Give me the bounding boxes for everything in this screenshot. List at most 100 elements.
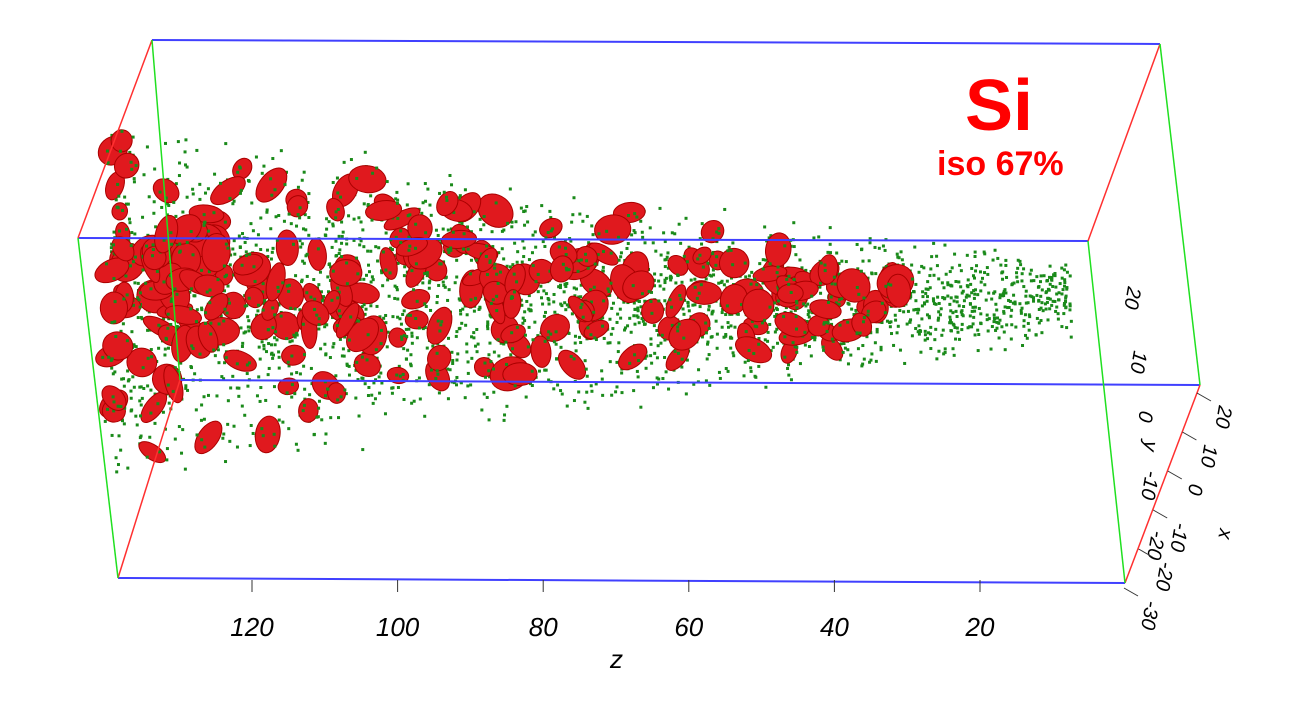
si-atom-point (457, 327, 461, 331)
si-atom-point (651, 386, 655, 390)
si-atom-point (982, 250, 986, 254)
si-atom-point (484, 254, 488, 258)
si-atom-point (935, 357, 939, 361)
si-atom-point (272, 385, 276, 389)
si-atom-point (979, 280, 983, 284)
si-atom-point (515, 280, 519, 284)
si-atom-point (525, 205, 529, 209)
si-atom-point (929, 347, 933, 351)
si-atom-point (265, 210, 269, 214)
si-atom-point (139, 434, 143, 438)
si-atom-point (976, 328, 980, 332)
si-atom-point (270, 250, 274, 254)
si-atom-point (347, 373, 351, 377)
si-atom-point (979, 289, 983, 293)
si-atom-point (561, 262, 565, 266)
si-atom-point (339, 395, 343, 399)
si-atom-point (768, 322, 772, 326)
si-atom-point (434, 228, 438, 232)
si-atom-point (421, 281, 425, 285)
si-atom-point (488, 375, 492, 379)
si-atom-point (757, 342, 761, 346)
si-atom-point (691, 303, 695, 307)
si-atom-point (366, 394, 370, 398)
si-atom-point (166, 312, 170, 316)
si-atom-point (525, 299, 529, 303)
si-atom-point (547, 298, 551, 302)
box-edge-right-front (1087, 240, 1126, 584)
si-atom-point (714, 263, 718, 267)
si-atom-point (124, 274, 128, 278)
si-atom-point (116, 206, 120, 210)
si-atom-point (269, 177, 273, 181)
si-atom-point (641, 235, 645, 239)
si-atom-point (925, 295, 929, 299)
si-atom-point (693, 285, 697, 289)
si-atom-point (402, 309, 406, 313)
si-atom-point (120, 129, 124, 133)
si-atom-point (228, 439, 232, 443)
si-atom-point (1058, 282, 1062, 286)
si-atom-point (736, 312, 740, 316)
si-atom-point (178, 161, 182, 165)
si-atom-point (508, 265, 512, 269)
si-atom-point (1048, 307, 1052, 311)
si-atom-point (285, 391, 289, 395)
si-atom-point (360, 355, 364, 359)
si-atom-point (423, 302, 427, 306)
si-atom-point (336, 207, 340, 211)
si-atom-point (262, 347, 266, 351)
si-atom-point (531, 264, 535, 268)
si-atom-point (1021, 344, 1025, 348)
si-atom-point (590, 389, 594, 393)
si-isosurface-blob (365, 200, 403, 221)
si-atom-point (989, 347, 993, 351)
si-atom-point (244, 254, 248, 258)
si-atom-point (753, 324, 757, 328)
si-isosurface-blob (622, 270, 655, 300)
si-atom-point (271, 246, 275, 250)
si-atom-point (962, 299, 966, 303)
si-atom-point (653, 284, 657, 288)
si-atom-point (657, 377, 661, 381)
si-isosurface-blob (163, 365, 184, 404)
si-atom-point (627, 214, 631, 218)
si-atom-point (277, 213, 281, 217)
si-atom-point (184, 386, 188, 390)
si-atom-point (424, 199, 428, 203)
si-atom-point (948, 321, 952, 325)
si-atom-point (349, 158, 353, 162)
si-atom-point (968, 325, 972, 329)
si-atom-point (592, 310, 596, 314)
y-axis-label: y (1138, 437, 1162, 454)
si-atom-point (446, 298, 450, 302)
si-atom-point (819, 291, 823, 295)
si-atom-point (1026, 301, 1030, 305)
si-atom-point (513, 241, 517, 245)
si-atom-point (199, 418, 203, 422)
si-atom-point (519, 206, 523, 210)
si-atom-point (270, 193, 274, 197)
si-atom-point (395, 288, 399, 292)
si-atom-point (110, 320, 114, 324)
si-atom-point (132, 177, 136, 181)
si-atom-point (139, 403, 143, 407)
si-atom-point (232, 424, 236, 428)
si-atom-point (477, 307, 481, 311)
si-atom-point (951, 347, 955, 351)
si-atom-point (240, 263, 244, 267)
si-atom-point (357, 414, 361, 418)
si-atom-point (1020, 279, 1024, 283)
si-atom-point (589, 384, 593, 388)
si-atom-point (424, 304, 428, 308)
si-atom-point (800, 266, 804, 270)
si-atom-point (787, 363, 791, 367)
si-isosurface-blob (436, 191, 459, 217)
si-atom-point (626, 324, 630, 328)
si-atom-point (334, 216, 338, 220)
si-atom-point (936, 318, 940, 322)
si-atom-point (265, 248, 269, 252)
si-atom-point (164, 141, 168, 145)
si-atom-point (923, 329, 927, 333)
si-atom-point (724, 334, 728, 338)
